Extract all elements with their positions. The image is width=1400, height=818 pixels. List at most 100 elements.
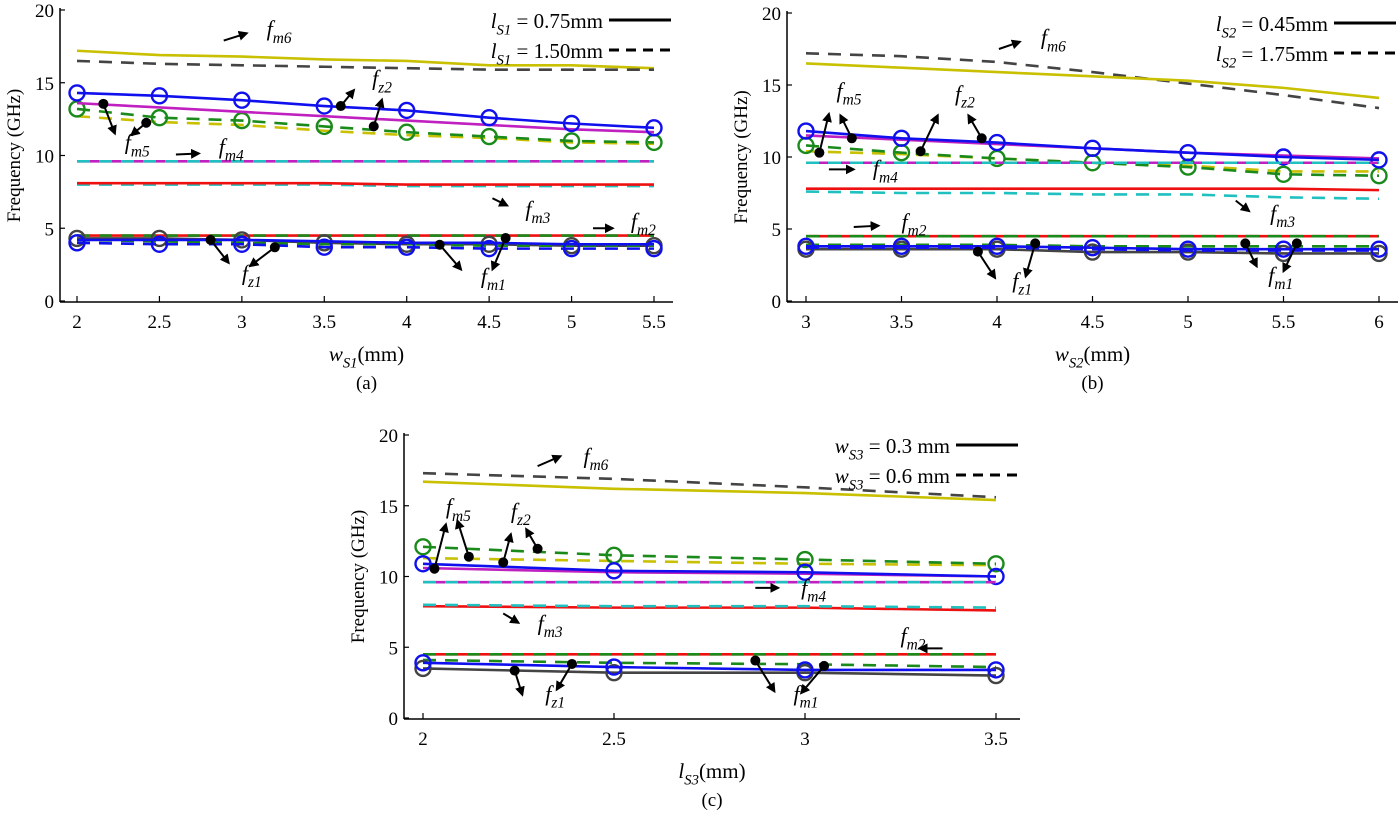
annotation-label: fm4 [873, 156, 898, 187]
data-point-marker [315, 117, 333, 136]
series-fz2-solid [414, 555, 1005, 586]
arrow-icon [799, 665, 825, 695]
series-fz1-dashed-green [422, 658, 997, 669]
series-line [422, 604, 997, 612]
annotation-label: fm1 [1268, 262, 1293, 293]
data-point-marker [150, 235, 169, 253]
arrow-icon [209, 239, 230, 265]
x-tick-label: 5.5 [1272, 312, 1296, 333]
y-tick-label: 10 [762, 148, 781, 169]
data-point-marker [414, 538, 432, 556]
series-line [805, 129, 1380, 162]
legend-label: lS1 = 1.50mm [491, 39, 603, 68]
y-tick-label: 10 [35, 147, 54, 168]
arrow-icon [248, 246, 276, 268]
x-tick-label: 3 [800, 729, 810, 750]
data-point-marker [796, 661, 814, 679]
series-fm3-dashed [422, 603, 997, 609]
annotation-fm5: fm5 [98, 98, 152, 160]
annotation-label: fm2 [631, 208, 656, 239]
series-fz1-solid [77, 238, 654, 246]
data-point-marker [562, 132, 581, 150]
chart-panel-a: 2 2.5 3 3.5 4 4.5 5 5.5 0 5 10 15 20 Frequency (GHz) w… [4, 1, 673, 394]
annotation-fm1: fm1 [750, 655, 830, 712]
y-axis-label: Frequency (GHz) [348, 510, 369, 643]
data-point-marker [414, 659, 432, 678]
arrow-icon [502, 532, 514, 563]
data-point-marker [562, 239, 581, 258]
chart-panel-c: 2 2.5 3 3.5 0 5 10 15 20 Frequency (GHz) lS3(mm)(c… [348, 426, 1020, 811]
data-point-marker [892, 129, 911, 147]
series-fz2-solid [68, 84, 663, 137]
series-line [76, 114, 655, 146]
annotation-fm6: fm6 [223, 16, 292, 47]
series-fz1-dashed [806, 246, 1379, 252]
data-point-marker [987, 666, 1005, 685]
annotation-fz2: fz2 [498, 498, 543, 568]
x-axis-label: lS3(mm) [678, 759, 745, 788]
data-point-marker [68, 234, 86, 252]
annotation-fm3: fm3 [491, 197, 551, 228]
legend-entry-dashed: lS2 = 1.75mm [1216, 42, 1396, 71]
annotation-fm1: fm1 [1240, 238, 1302, 293]
series-fz1-dashed [68, 234, 663, 258]
data-point-marker [1274, 148, 1293, 166]
data-point-marker [233, 91, 251, 109]
annotation-label: fm4 [801, 575, 826, 606]
series-line [805, 62, 1380, 100]
annotation-fm5: fm5 [429, 494, 474, 574]
x-tick-label: 5.5 [642, 312, 666, 333]
series-fm6-solid [805, 62, 1380, 100]
arrow-icon [839, 113, 853, 139]
x-tick-label: 2 [72, 312, 82, 333]
series-line [422, 471, 997, 499]
data-point-marker [645, 239, 663, 258]
series-fz1-dashed-green [76, 238, 654, 248]
data-point-marker [1274, 240, 1293, 258]
data-point-marker [150, 229, 169, 248]
series-line [77, 181, 654, 186]
data-point-marker [1274, 165, 1293, 183]
annotation-label: fm6 [1041, 25, 1066, 56]
data-point-marker [150, 108, 169, 127]
x-tick-label: 3 [237, 312, 247, 333]
series-line [806, 247, 1379, 255]
data-point-marker [987, 567, 1005, 586]
annotation-fm4: fm4 [755, 575, 826, 606]
arrow-icon [175, 148, 201, 159]
data-point-marker [414, 654, 432, 672]
data-point-marker [796, 550, 814, 569]
annotation-fm2: fm2 [593, 208, 656, 239]
arrow-icon [919, 113, 939, 152]
series-line [806, 243, 1379, 248]
y-tick-label: 15 [35, 74, 54, 95]
annotation-label: fz1 [545, 681, 565, 712]
y-tick-label: 5 [772, 220, 782, 241]
legend-entry-solid: lS2 = 0.45mm [1216, 12, 1396, 41]
panel-caption: (b) [1081, 373, 1103, 394]
data-point-marker [1179, 240, 1197, 258]
annotation-label: fz1 [1012, 268, 1032, 299]
arrow-icon [1244, 242, 1258, 269]
annotation-label: fm6 [267, 16, 292, 47]
annotation-label: fm4 [219, 134, 244, 165]
arrow-icon [129, 121, 147, 137]
panel-caption: (a) [356, 373, 377, 394]
panel-caption: (c) [701, 790, 722, 811]
arrow-icon [433, 522, 449, 569]
chart-panel-b: 3 3.5 4 4.5 5 5.5 6 0 5 10 15 20 Frequency (GHz) wS2(… [731, 4, 1398, 394]
arrow-icon [1023, 243, 1037, 279]
series-line [806, 187, 1380, 192]
legend-label: lS1 = 0.75mm [491, 9, 603, 38]
series-fm5-dashed-yellow [76, 114, 655, 146]
series-line [77, 183, 654, 188]
arrow-icon [438, 244, 463, 272]
x-tick-label: 4.5 [1081, 312, 1105, 333]
annotation-fm4: fm4 [175, 134, 244, 165]
y-tick-label: 20 [35, 1, 54, 22]
annotation-label: fm3 [525, 197, 550, 228]
arrow-icon [818, 111, 832, 153]
arrow-icon [339, 88, 356, 107]
arrow-icon [537, 454, 563, 468]
arrow-icon [502, 612, 521, 624]
